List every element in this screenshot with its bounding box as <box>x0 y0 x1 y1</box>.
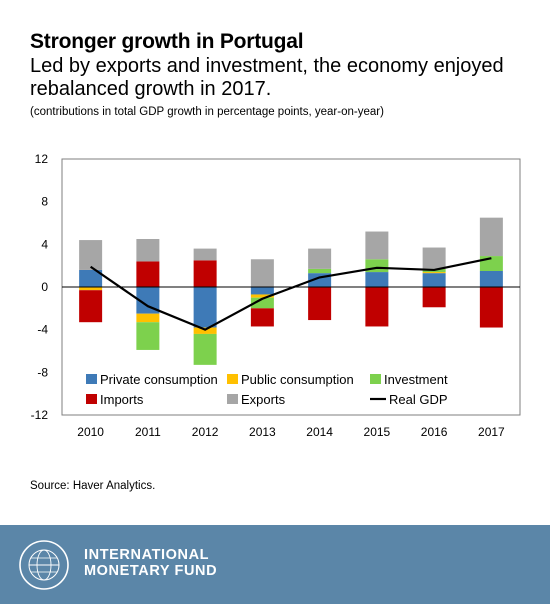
legend-label: Real GDP <box>389 392 448 407</box>
legend-label: Investment <box>384 372 448 387</box>
imf-seal-icon <box>19 540 69 590</box>
y-tick-label: -4 <box>37 323 48 337</box>
bar-segment <box>193 260 217 287</box>
bar-segment <box>136 313 160 323</box>
bar-segment <box>422 272 446 274</box>
x-tick-label: 2013 <box>249 425 276 439</box>
legend-swatch <box>227 394 238 404</box>
bar-segment <box>365 287 389 327</box>
gdp-contributions-chart: -12 -8 -4 0 4 8 12 2010 2011 2012 2013 2014 2015 2016… <box>31 152 521 439</box>
imf-name-line2: MONETARY FUND <box>84 563 218 579</box>
bar-segment <box>193 287 217 328</box>
bar-segment <box>479 217 503 257</box>
y-tick-label: 12 <box>35 152 49 166</box>
chart-note: (contributions in total GDP growth in pe… <box>30 106 384 118</box>
bar-segment <box>250 287 274 295</box>
bar-segment <box>136 287 160 314</box>
chart-title: Stronger growth in Portugal <box>30 30 304 53</box>
y-tick-label: -12 <box>31 408 49 422</box>
y-tick-label: 8 <box>41 195 48 209</box>
x-tick-label: 2017 <box>478 425 505 439</box>
bar-segment <box>79 287 103 291</box>
x-tick-label: 2014 <box>306 425 333 439</box>
x-tick-label: 2015 <box>364 425 391 439</box>
bar-segment <box>250 294 274 298</box>
y-tick-label: -8 <box>37 365 48 379</box>
bar-segment <box>308 248 332 269</box>
bar-segment <box>308 268 332 274</box>
legend-label: Imports <box>100 392 144 407</box>
legend-swatch <box>86 374 97 384</box>
x-tick-label: 2016 <box>421 425 448 439</box>
bar-segment <box>79 240 103 270</box>
legend-label: Public consumption <box>241 372 354 387</box>
bar-segment <box>79 290 103 323</box>
imf-wordmark: INTERNATIONAL MONETARY FUND <box>84 547 217 579</box>
bar-segment <box>136 322 160 350</box>
y-tick-label: 0 <box>41 280 48 294</box>
bar-segment <box>250 259 274 287</box>
y-tick-label: 4 <box>41 237 48 251</box>
bar-segment <box>479 287 503 328</box>
chart-subtitle: Led by exports and investment, the econo… <box>30 55 504 100</box>
bar-segment <box>250 297 274 309</box>
legend-swatch <box>370 374 381 384</box>
bar-segment <box>422 273 446 287</box>
bar-segment <box>250 308 274 327</box>
bar-segment <box>422 247 446 269</box>
x-tick-label: 2010 <box>77 425 104 439</box>
gdp-line <box>90 257 492 331</box>
legend-swatch <box>227 374 238 384</box>
bar-segment <box>193 333 217 365</box>
imf-footer: INTERNATIONAL MONETARY FUND <box>0 525 550 604</box>
source-note: Source: Haver Analytics. <box>30 480 156 492</box>
x-tick-label: 2011 <box>135 425 161 439</box>
bar-segment <box>79 269 103 287</box>
legend-swatch <box>86 394 97 404</box>
bar-segment <box>422 287 446 308</box>
bar-segment <box>308 287 332 321</box>
bar-segment <box>136 239 160 262</box>
bar-segment <box>193 248 217 261</box>
legend-label: Private consumption <box>100 372 218 387</box>
bar-segment <box>479 271 503 287</box>
bar-segment <box>136 261 160 287</box>
bar-segment <box>365 231 389 260</box>
legend-label: Exports <box>241 392 286 407</box>
x-tick-label: 2012 <box>192 425 219 439</box>
imf-name-line1: INTERNATIONAL <box>84 547 210 563</box>
bar-segment <box>365 272 389 287</box>
